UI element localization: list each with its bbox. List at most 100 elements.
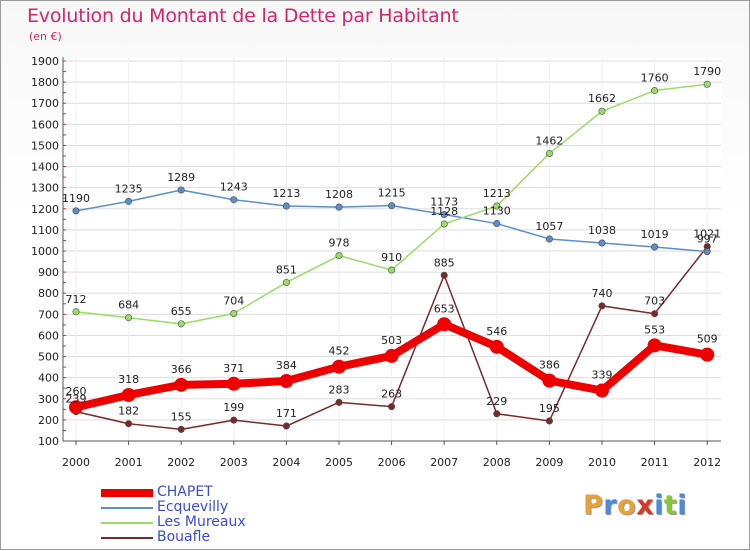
- data-label: 1190: [62, 192, 90, 205]
- data-point: [177, 425, 185, 433]
- data-point: [545, 235, 553, 243]
- y-tick-label: 1100: [31, 224, 59, 237]
- data-point: [282, 422, 290, 430]
- x-tick-label: 2010: [588, 456, 616, 469]
- data-point: [493, 410, 501, 418]
- data-label: 199: [223, 401, 244, 414]
- legend-swatch: [101, 522, 153, 524]
- data-point: [230, 309, 238, 317]
- proxiti-logo: Proxiti: [583, 490, 687, 521]
- x-tick-label: 2009: [535, 456, 563, 469]
- data-label: 509: [697, 333, 718, 346]
- data-label: 1021: [693, 228, 721, 241]
- y-tick-label: 1500: [31, 139, 59, 152]
- data-label: 1208: [325, 188, 353, 201]
- data-point: [700, 347, 715, 362]
- data-label: 371: [223, 362, 244, 375]
- data-point: [647, 338, 662, 353]
- y-tick-label: 400: [38, 372, 59, 385]
- logo-letter: i: [677, 490, 688, 521]
- legend-swatch: [101, 489, 153, 497]
- y-tick-label: 900: [38, 266, 59, 279]
- y-tick-label: 800: [38, 287, 59, 300]
- legend-label: Ecquevilly: [157, 499, 229, 515]
- data-label: 1662: [588, 92, 616, 105]
- data-label: 1173: [430, 195, 458, 208]
- data-point: [125, 420, 133, 428]
- data-point: [125, 197, 133, 205]
- data-label: 1130: [483, 205, 511, 218]
- data-point: [651, 87, 659, 95]
- logo-letter: i: [654, 490, 664, 521]
- legend-swatch: [101, 537, 153, 539]
- legend-label: Les Mureaux: [157, 514, 246, 530]
- data-label: 1243: [220, 181, 248, 194]
- data-point: [388, 266, 396, 274]
- data-point: [440, 271, 448, 279]
- data-point: [703, 80, 711, 88]
- data-point: [230, 196, 238, 204]
- data-point: [595, 383, 609, 398]
- x-tick-label: 2001: [115, 456, 143, 469]
- data-label: 684: [118, 299, 139, 312]
- data-point: [651, 310, 659, 318]
- x-tick-label: 2000: [62, 456, 90, 469]
- unit-label: (en €): [29, 30, 62, 43]
- legend-label: CHAPET: [157, 484, 213, 500]
- x-tick-label: 2007: [430, 456, 458, 469]
- data-label: 263: [381, 388, 402, 401]
- data-point: [72, 308, 80, 316]
- data-point: [335, 203, 343, 211]
- data-point: [335, 252, 343, 260]
- data-label: 452: [329, 345, 350, 358]
- y-tick-label: 500: [38, 351, 59, 364]
- data-label: 712: [66, 293, 87, 306]
- data-point: [125, 314, 133, 322]
- data-label: 260: [66, 385, 87, 398]
- y-tick-label: 100: [38, 435, 59, 448]
- data-point: [282, 202, 290, 210]
- data-point: [388, 202, 396, 210]
- data-label: 503: [381, 334, 402, 347]
- data-point: [282, 278, 290, 286]
- data-point: [545, 149, 553, 157]
- data-point: [388, 403, 396, 411]
- data-label: 1760: [641, 72, 669, 85]
- data-point: [177, 320, 185, 328]
- data-label: 386: [539, 359, 560, 372]
- data-label: 704: [223, 294, 244, 307]
- data-label: 171: [276, 407, 297, 420]
- data-point: [384, 348, 399, 363]
- data-label: 155: [171, 410, 192, 423]
- data-label: 851: [276, 263, 297, 276]
- x-tick-label: 2012: [693, 456, 721, 469]
- data-label: 997: [697, 233, 718, 246]
- legend-label: Bouafle: [157, 529, 211, 545]
- y-tick-label: 200: [38, 414, 59, 427]
- y-tick-label: 1700: [31, 97, 59, 110]
- data-point: [121, 387, 136, 402]
- data-label: 1128: [430, 205, 458, 218]
- data-label: 703: [644, 295, 665, 308]
- data-label: 655: [171, 305, 192, 318]
- data-point: [493, 202, 501, 210]
- data-point: [598, 239, 606, 247]
- data-label: 1289: [167, 171, 195, 184]
- data-point: [174, 377, 189, 392]
- x-tick-label: 2006: [378, 456, 406, 469]
- data-label: 339: [592, 369, 613, 382]
- x-tick-label: 2003: [220, 456, 248, 469]
- logo-letter: r: [603, 490, 618, 521]
- data-point: [69, 400, 83, 415]
- data-point: [651, 243, 659, 251]
- data-label: 239: [66, 393, 87, 406]
- data-point: [279, 374, 294, 389]
- data-point: [493, 220, 501, 228]
- data-label: 910: [381, 251, 402, 264]
- y-tick-label: 600: [38, 329, 59, 342]
- data-point: [177, 186, 185, 194]
- y-tick-label: 700: [38, 308, 59, 321]
- y-tick-label: 1200: [31, 203, 59, 216]
- logo-letter: P: [583, 490, 604, 521]
